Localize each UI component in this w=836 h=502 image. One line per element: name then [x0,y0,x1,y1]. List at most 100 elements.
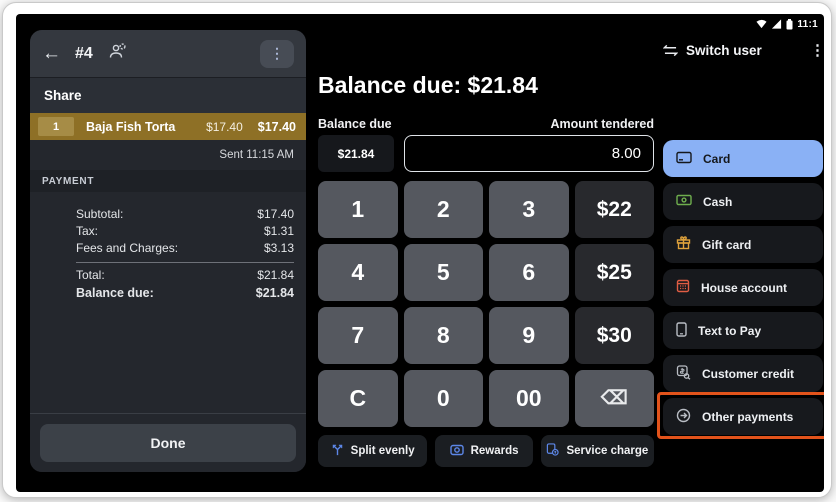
order-number: #4 [75,44,93,62]
totals-block: Total: $21.84 Balance due: $21.84 [76,262,294,303]
quick-amount-22[interactable]: $22 [574,181,654,238]
house-account-icon [676,279,690,296]
order-item-row[interactable]: 1 Baja Fish Torta $17.40 $17.40 [30,113,306,140]
field-labels-row: Balance due Amount tendered [318,117,654,131]
amount-tendered-field-label: Amount tendered [550,117,654,131]
method-gift-card-label: Gift card [702,237,752,252]
share-section-header: Share [30,77,306,113]
vertical-dots-icon: ⋮ [270,45,284,61]
done-button-area: Done [30,413,306,472]
switch-user-row[interactable]: Switch user ⋮ [663,41,824,59]
summary-row-balance-due: Balance due: $21.84 [76,284,294,303]
status-time: 11:1 [797,18,818,30]
summary-row-fees: Fees and Charges: $3.13 [76,240,294,257]
item-price: $17.40 [206,119,243,134]
back-arrow-icon[interactable]: ← [42,43,61,64]
method-text-to-pay[interactable]: Text to Pay [663,312,823,349]
tax-value: $1.31 [263,224,294,238]
key-2[interactable]: 2 [403,181,483,238]
balance-due-value: $21.84 [255,286,294,300]
tax-label: Tax: [76,224,99,238]
sent-status-row: Sent 11:15 AM [30,140,306,170]
text-to-pay-icon [676,321,687,340]
split-evenly-button[interactable]: Split evenly [318,435,428,467]
fees-label: Fees and Charges: [76,241,179,255]
key-6[interactable]: 6 [489,244,569,301]
pos-screen: 11:1 ← #4 ⋮ [16,14,824,492]
key-1[interactable]: 1 [318,181,398,238]
method-text-to-pay-label: Text to Pay [698,323,762,338]
method-customer-credit-label: Customer credit [702,366,795,381]
balance-due-chip: $21.84 [318,135,394,172]
wifi-icon [756,19,767,29]
other-payments-icon [676,408,691,426]
balance-due-label: Balance due: [76,286,154,300]
rewards-icon [449,444,464,459]
numeric-keypad: 1 2 3 $22 4 5 6 $25 7 8 9 $30 C 0 00 ⌫ [318,181,654,427]
method-cash-label: Cash [703,194,733,209]
assign-customer-icon[interactable] [109,43,127,64]
quick-amount-30[interactable]: $30 [574,307,654,364]
quick-amount-25[interactable]: $25 [574,244,654,301]
payment-methods-list: Card Cash [657,140,824,439]
method-cash[interactable]: Cash [663,183,823,220]
method-other-payments-label: Other payments [702,409,794,424]
key-5[interactable]: 5 [403,244,483,301]
fees-value: $3.13 [263,241,294,255]
payment-section-header: PAYMENT [30,170,306,192]
subtotal-value: $17.40 [257,207,294,221]
subtotal-label: Subtotal: [76,207,124,221]
customer-credit-icon [676,364,691,383]
rewards-button[interactable]: Rewards [435,435,533,467]
total-value: $21.84 [257,268,294,282]
sent-timestamp: Sent 11:15 AM [219,149,294,161]
cell-signal-icon [771,19,782,29]
switch-user-label: Switch user [686,42,762,58]
key-8[interactable]: 8 [403,307,483,364]
done-button[interactable]: Done [40,424,296,462]
amount-tendered-input[interactable]: 8.00 [404,135,654,172]
rewards-label: Rewards [470,445,519,457]
method-card[interactable]: Card [663,140,823,177]
item-name: Baja Fish Torta [86,119,176,134]
method-house-account-label: House account [701,280,788,295]
method-customer-credit[interactable]: Customer credit [663,355,823,392]
page-title: Balance due: $21.84 [318,72,538,98]
backspace-icon: ⌫ [600,388,628,409]
key-0[interactable]: 0 [403,370,483,427]
gift-card-icon [676,236,691,253]
service-charge-icon [546,443,560,459]
payment-actions-row: Split evenly Rewards [318,435,654,467]
item-total: $17.40 [257,119,296,134]
key-7[interactable]: 7 [318,307,398,364]
key-clear[interactable]: C [318,370,398,427]
service-charge-label: Service charge [566,445,649,457]
method-other-payments[interactable]: Other payments [657,392,824,439]
card-icon [676,151,692,167]
share-label: Share [44,88,82,103]
backspace-key[interactable]: ⌫ [574,370,654,427]
payment-label: PAYMENT [42,175,95,187]
service-charge-button[interactable]: Service charge [540,435,654,467]
payment-summary: Subtotal: $17.40 Tax: $1.31 Fees and Cha… [30,192,306,413]
method-gift-card[interactable]: Gift card [663,226,823,263]
order-panel: ← #4 ⋮ Share [30,30,306,472]
key-4[interactable]: 4 [318,244,398,301]
sidebar-menu-button[interactable]: ⋮ [810,42,824,59]
method-card-label: Card [703,151,731,166]
balance-due-field-label: Balance due [318,117,392,131]
item-qty: 1 [38,117,74,136]
key-00[interactable]: 00 [489,370,569,427]
cash-icon [676,194,692,209]
swap-arrows-icon [663,44,678,57]
summary-row-total: Total: $21.84 [76,267,294,284]
key-9[interactable]: 9 [489,307,569,364]
order-menu-button[interactable]: ⋮ [260,39,294,68]
split-icon [331,443,344,459]
status-bar: 11:1 [756,16,818,32]
key-3[interactable]: 3 [489,181,569,238]
method-house-account[interactable]: House account [663,269,823,306]
summary-row-tax: Tax: $1.31 [76,223,294,240]
